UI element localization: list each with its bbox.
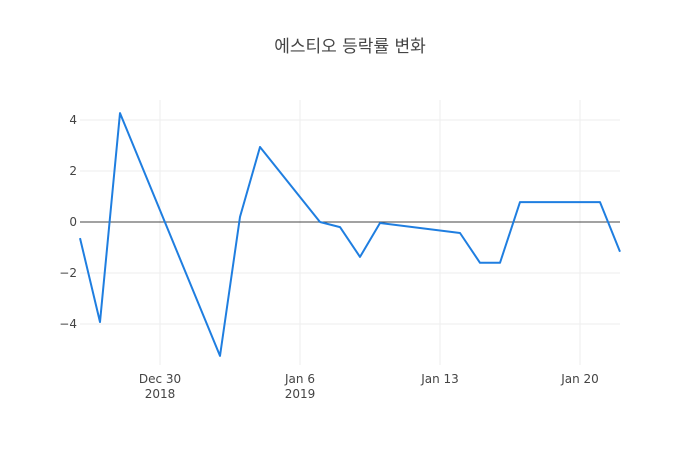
y-tick-label: 4	[69, 113, 77, 127]
y-tick-label: −4	[59, 317, 77, 331]
x-tick-label: Jan 20	[560, 372, 599, 386]
data-line[interactable]	[79, 112, 621, 357]
chart-title: 에스티오 등락률 변화	[274, 37, 426, 57]
y-tick-label: −2	[59, 266, 77, 280]
x-tick-label: Jan 6 2019	[284, 372, 315, 401]
x-tick-label: Dec 30 2018	[139, 372, 181, 401]
gridlines	[80, 100, 620, 365]
plot-area	[79, 112, 621, 357]
y-tick-label: 2	[69, 164, 77, 178]
x-tick-label: Jan 13	[420, 372, 459, 386]
y-tick-label: 0	[69, 215, 77, 229]
axes: Dec 30 2018 Jan 6 2019 Jan 13 Jan 20 4 2 0 −2 −4	[59, 113, 620, 401]
